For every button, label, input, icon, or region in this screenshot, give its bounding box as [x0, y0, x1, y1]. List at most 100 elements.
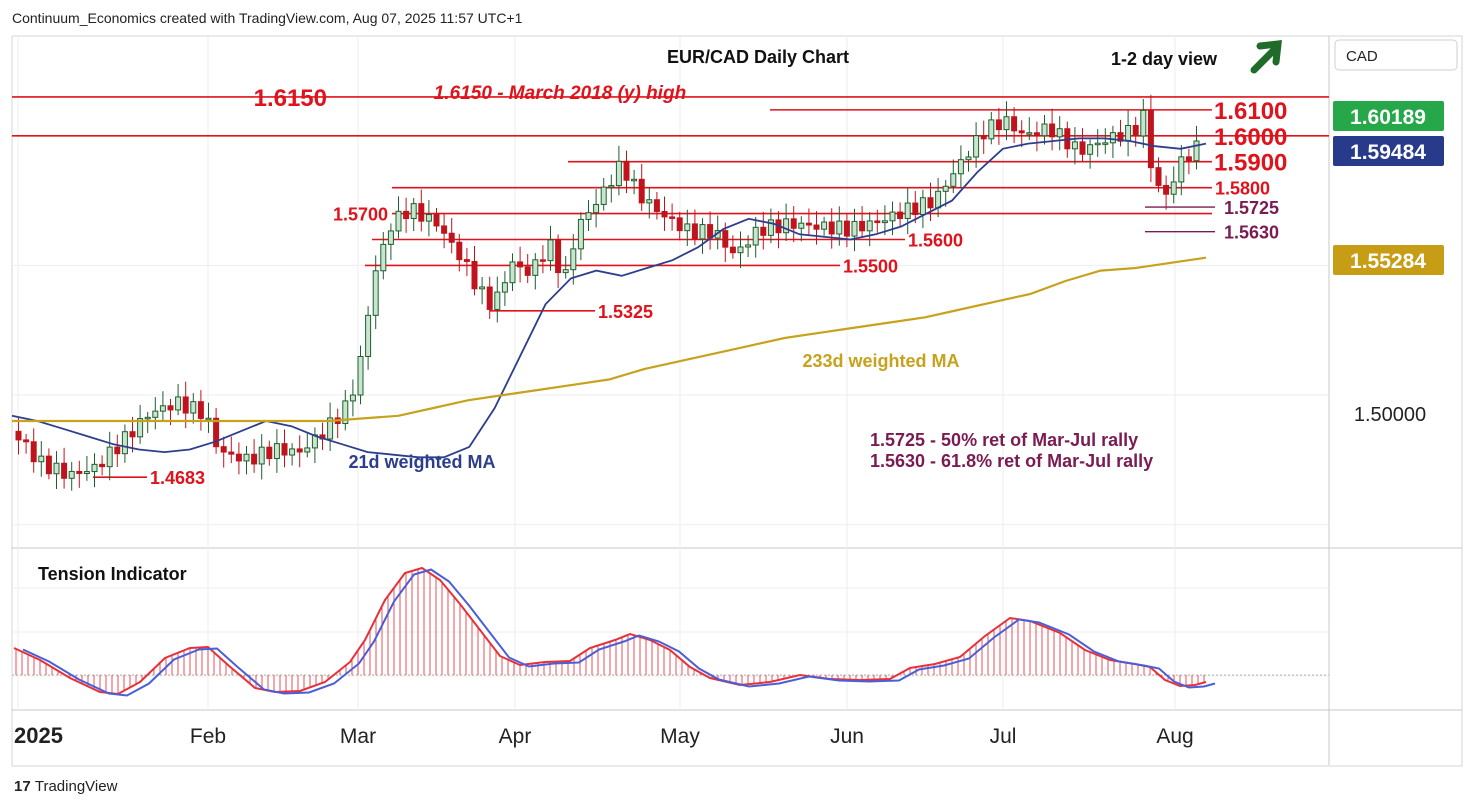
candle [866, 212, 873, 247]
candle-body [235, 453, 242, 462]
candle-body [456, 241, 463, 261]
candle [1011, 107, 1018, 144]
candle [304, 432, 311, 458]
candle [1041, 115, 1048, 145]
candle-body [1087, 144, 1094, 155]
candle-body [547, 239, 554, 262]
candle [1125, 110, 1132, 157]
candle [311, 427, 318, 463]
level-label-1.5900: 1.5900 [1214, 150, 1287, 177]
candle [114, 434, 121, 468]
candle [577, 212, 584, 261]
candle [585, 200, 592, 231]
candle [1163, 175, 1170, 210]
candle [144, 411, 151, 434]
candle [881, 205, 888, 236]
x-tick-label: 2025 [14, 723, 63, 748]
candle [235, 442, 242, 475]
candle-body [1018, 130, 1025, 134]
candle [425, 200, 432, 237]
candle-body [251, 453, 258, 465]
candle-body [38, 455, 45, 463]
level-label-1.6100: 1.6100 [1214, 98, 1287, 125]
candle-body [1026, 132, 1033, 135]
candle [137, 404, 144, 444]
x-tick-label: May [660, 725, 700, 748]
ma-line-233d [12, 256, 1207, 423]
candle-body [175, 396, 182, 411]
candle [1026, 117, 1033, 141]
level-label-1.6000: 1.6000 [1214, 124, 1287, 151]
candle [281, 429, 288, 468]
candle [631, 169, 638, 195]
candle-body [752, 226, 759, 246]
candle-body [76, 470, 83, 475]
candle-body [608, 185, 615, 188]
candle-body [745, 244, 752, 248]
candle [783, 203, 790, 242]
candle-body [144, 416, 151, 420]
candle [68, 461, 75, 491]
candle [737, 231, 744, 269]
candle [1185, 148, 1192, 175]
candle-body [228, 451, 235, 455]
candle [175, 384, 182, 416]
candle [1079, 128, 1086, 162]
candle-body [798, 222, 805, 229]
candle-body [61, 462, 68, 479]
candle-body [988, 119, 995, 140]
candle [365, 306, 372, 370]
candle [897, 202, 904, 226]
level-label-1.5700: 1.5700 [333, 205, 388, 225]
candle [965, 150, 972, 172]
candle [790, 206, 797, 243]
candle-body [1117, 132, 1124, 142]
candle-body [327, 417, 334, 440]
candle-body [1102, 142, 1109, 145]
candle-body [45, 455, 52, 475]
price-tag-label: 1.59484 [1350, 141, 1426, 164]
candle [243, 445, 250, 475]
candle-body [1132, 125, 1139, 137]
candle [251, 439, 258, 473]
candle [615, 145, 622, 196]
candle [646, 187, 653, 219]
candle-body [15, 430, 22, 441]
candle-body [912, 202, 919, 216]
candle-body [517, 261, 524, 268]
candle-body [1094, 142, 1101, 146]
tradingview-footer[interactable]: 17 TradingView [14, 778, 117, 795]
candle [327, 402, 334, 452]
candle-body [243, 453, 250, 462]
currency-label: CAD [1346, 48, 1378, 65]
candle [851, 208, 858, 252]
candle-body [190, 401, 197, 414]
candle-body [433, 214, 440, 227]
candle-body [615, 160, 622, 187]
candle [1170, 166, 1177, 204]
candle-body [562, 269, 569, 274]
candle [349, 379, 356, 417]
candle-body [570, 248, 577, 271]
candle-body [897, 211, 904, 219]
ma21-label: 21d weighted MA [348, 452, 495, 472]
chart-title: EUR/CAD Daily Chart [667, 47, 849, 67]
candle [129, 416, 136, 453]
candle-body [1041, 123, 1048, 137]
candle [372, 255, 379, 330]
candle [859, 206, 866, 237]
candle-body [965, 156, 972, 161]
candle-body [638, 178, 645, 204]
candle-body [539, 259, 546, 262]
price-tag-navy [1333, 136, 1444, 166]
candle-body [365, 314, 372, 357]
candle-body [760, 226, 767, 236]
candle [433, 208, 440, 232]
candle-body [121, 431, 128, 455]
candle [1018, 120, 1025, 148]
x-tick-label: Mar [340, 725, 376, 748]
candle-body [1003, 116, 1010, 131]
candle [942, 180, 949, 207]
up-arrow-icon [1250, 40, 1282, 74]
